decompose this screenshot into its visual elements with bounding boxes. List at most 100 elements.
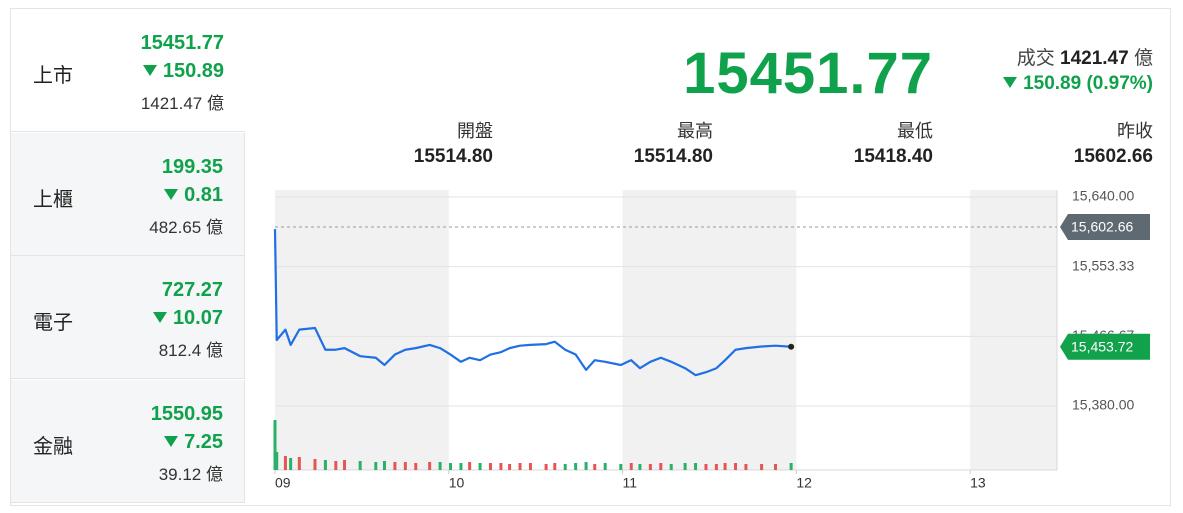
volume-bar (289, 458, 293, 470)
change-value: 10.07 (172, 307, 223, 329)
market-name: 電子 (33, 312, 73, 334)
market-change: 7.25 (164, 431, 223, 454)
volume-bar (449, 463, 453, 470)
volume-bar (694, 463, 698, 470)
stat-label: 最高 (677, 121, 713, 141)
volume-bar (659, 463, 663, 470)
down-arrow (164, 188, 179, 200)
price-tag (1060, 333, 1150, 360)
y-tick-label: 15,380.00 (1072, 397, 1134, 413)
volume-bar (468, 462, 472, 470)
market-name: 上市 (33, 65, 73, 87)
change-value: 0.81 (184, 183, 223, 206)
volume-bar (744, 464, 748, 470)
market-price: 727.27 (161, 279, 223, 301)
volume-bar (403, 462, 407, 470)
x-tick-label: 11 (623, 475, 638, 491)
down-arrow (1003, 77, 1018, 88)
change-pct: (0.97%) (1086, 73, 1153, 94)
volume-bar (544, 464, 548, 470)
volume-bar (518, 463, 522, 470)
volume-bar (488, 463, 492, 470)
volume-unit: 億 (1133, 48, 1153, 69)
volume-bar (714, 464, 718, 470)
volume-bar (438, 462, 442, 470)
volume-bar (593, 464, 597, 470)
volume-bar (574, 463, 578, 470)
volume-unit: 億 (206, 464, 223, 484)
volume-bar (273, 420, 277, 470)
stat-value: 15602.66 (1073, 146, 1153, 167)
market-change: 150.89 (142, 60, 224, 83)
market-volume: 812.4 億 (159, 336, 223, 361)
volume-value: 812.4 (158, 341, 202, 360)
market-volume: 39.12 億 (159, 460, 223, 485)
change-line: 150.89 (0.97%) (1003, 73, 1153, 95)
change-value: 150.89 (162, 60, 224, 82)
market-change: 10.07 (152, 307, 223, 330)
stat-value: 15418.40 (853, 146, 933, 167)
volume-bar (393, 462, 397, 470)
frame (10, 8, 1171, 506)
volume-bar (528, 463, 532, 470)
volume-value: 1421.47 (140, 94, 203, 113)
volume-bar (603, 463, 607, 470)
volume-value: 482.65 (149, 217, 202, 237)
volume-unit: 億 (206, 341, 223, 360)
volume-bar (760, 464, 764, 470)
market-row[interactable]: 上櫃 199.35 0.81 482.65 億 (11, 132, 245, 256)
volume-bar (374, 462, 378, 470)
market-change: 0.81 (164, 184, 223, 207)
price-tag-label: 15,602.66 (1071, 219, 1133, 235)
volume-unit: 億 (207, 94, 224, 113)
volume-bar (382, 461, 386, 470)
volume-bar (297, 457, 301, 470)
volume-bar (648, 464, 652, 470)
market-price: 1550.95 (150, 402, 223, 425)
market-row[interactable]: 上市 15451.77 150.89 1421.47 億 (11, 9, 245, 132)
change-value: 7.25 (184, 430, 223, 453)
volume-value: 1421.47 (1060, 48, 1129, 69)
down-arrow (164, 435, 179, 447)
market-volume: 482.65 億 (149, 213, 223, 238)
volume-bar (669, 464, 673, 470)
market-name: 金融 (33, 435, 73, 458)
price-tag (1060, 214, 1150, 241)
x-tick-label: 12 (796, 475, 812, 491)
volume-bar (508, 464, 512, 470)
market-row[interactable]: 金融 1550.95 7.25 39.12 億 (11, 379, 245, 503)
price-tag-label: 15,453.72 (1071, 338, 1133, 354)
volume-label: 成交 (1016, 48, 1055, 69)
volume-bar (619, 464, 623, 470)
x-tick-label: 13 (970, 475, 986, 491)
stat-label: 開盤 (457, 121, 493, 141)
volume-bar (629, 463, 633, 470)
volume-bar (723, 463, 727, 470)
volume-bar (563, 464, 567, 470)
change-value: 150.89 (1023, 73, 1082, 94)
volume-bar (358, 461, 362, 470)
volume-bar (334, 461, 338, 470)
y-tick-label: 15,553.33 (1072, 257, 1134, 273)
down-arrow (142, 65, 157, 76)
stat-value: 15514.80 (413, 146, 493, 167)
x-tick-label: 10 (449, 475, 465, 491)
volume-bar (478, 463, 482, 470)
volume-bar (283, 456, 287, 470)
market-row[interactable]: 電子 727.27 10.07 812.4 億 (11, 256, 245, 379)
market-price: 15451.77 (140, 32, 224, 54)
volume-bar (773, 464, 777, 470)
session-band (622, 190, 797, 470)
volume-bar (414, 463, 418, 470)
volume-bar (584, 462, 588, 470)
stat-value: 15514.80 (633, 146, 713, 167)
volume-bar (323, 460, 327, 470)
volume-bar (459, 463, 463, 470)
volume-bar (638, 464, 642, 470)
volume-bar (428, 462, 432, 470)
volume-bar (683, 463, 687, 470)
market-volume: 1421.47 億 (141, 89, 224, 114)
volume-bar (343, 460, 347, 470)
